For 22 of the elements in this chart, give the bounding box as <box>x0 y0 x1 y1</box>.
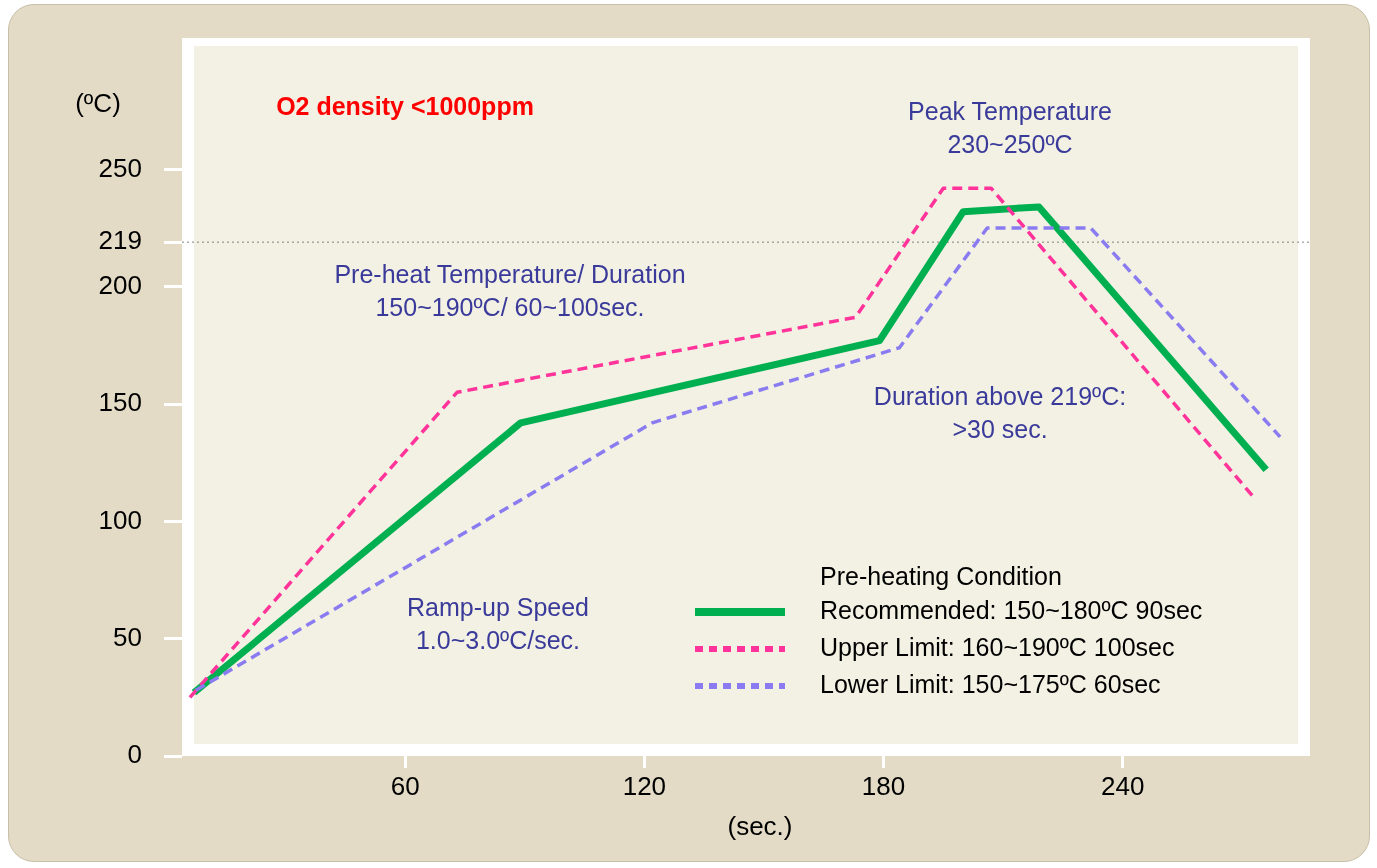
y-tick-label: 250 <box>98 152 142 183</box>
y-tick-label: 50 <box>113 621 142 652</box>
annotation: Pre-heat Temperature/ Duration 150~190ºC/ 60~100sec. <box>334 259 686 321</box>
x-tick-label: 60 <box>390 770 420 801</box>
y-tick-label: 100 <box>98 504 142 535</box>
annotation: Duration above 219ºC: >30 sec. <box>873 381 1127 443</box>
legend-label: Recommended: 150~180ºC 90sec <box>820 595 1203 624</box>
annotation: O2 density <1000ppm <box>276 91 534 120</box>
legend-label: Upper Limit: 160~190ºC 100sec <box>820 632 1175 661</box>
y-tick-label: 200 <box>98 269 142 300</box>
annotation: Peak Temperature 230~250ºC <box>908 96 1112 158</box>
x-axis-title: (sec.) <box>727 811 793 842</box>
x-tick-label: 120 <box>622 770 667 801</box>
legend-title: Pre-heating Condition <box>820 561 1062 590</box>
y-tick-label: 0 <box>127 739 142 770</box>
legend-label: Lower Limit: 150~175ºC 60sec <box>820 669 1161 698</box>
x-tick-label: 240 <box>1100 770 1145 801</box>
y-axis-title: (ºC) <box>75 88 121 119</box>
x-tick-label: 180 <box>861 770 906 801</box>
y-tick-label: 150 <box>98 387 142 418</box>
annotation: Ramp-up Speed 1.0~3.0ºC/sec. <box>406 592 590 654</box>
y-tick-label: 219 <box>98 225 142 256</box>
